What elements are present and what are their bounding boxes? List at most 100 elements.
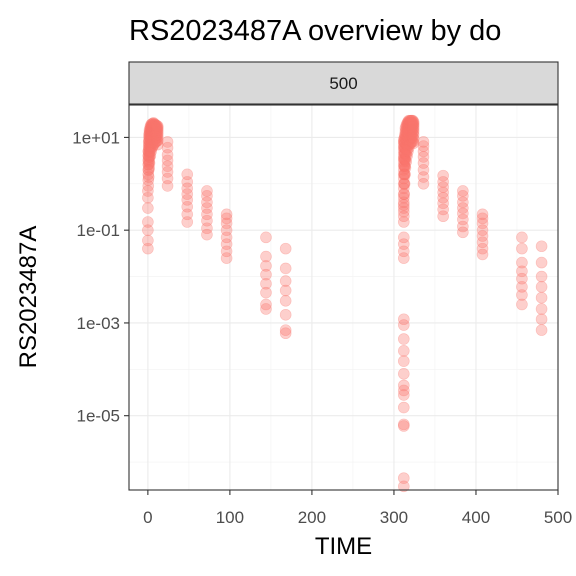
data-point [402, 127, 415, 140]
data-point [516, 272, 528, 285]
data-point [142, 158, 155, 171]
data-point [407, 132, 420, 145]
data-point [143, 124, 156, 136]
data-point [220, 252, 233, 264]
data-point [457, 185, 469, 197]
data-point [146, 127, 158, 140]
data-point [150, 132, 162, 145]
data-point [417, 151, 430, 163]
data-point [201, 214, 213, 227]
y-tick-label: 1e-01 [77, 221, 120, 240]
data-point [146, 124, 159, 137]
x-tick-label: 100 [216, 508, 244, 527]
data-point [149, 120, 162, 133]
data-point [146, 123, 158, 136]
data-point [397, 145, 410, 158]
y-tick-label: 1e-05 [77, 407, 120, 426]
data-point [399, 162, 412, 174]
data-point [398, 160, 411, 172]
data-point [148, 119, 161, 132]
data-point [407, 120, 419, 133]
data-point [407, 131, 419, 144]
data-point [401, 130, 413, 142]
data-point [400, 119, 413, 132]
data-point [143, 157, 156, 169]
data-point [399, 153, 411, 165]
data-point [145, 132, 157, 145]
data-point [407, 136, 419, 148]
data-point [397, 152, 410, 165]
data-point [144, 124, 157, 137]
data-point [417, 171, 430, 183]
data-point [401, 117, 413, 130]
y-tick-label: 1e-03 [77, 314, 120, 333]
data-point [397, 182, 410, 195]
data-point [397, 172, 410, 185]
data-point [142, 164, 155, 176]
data-point [149, 132, 162, 145]
data-point [398, 160, 411, 172]
data-point [397, 199, 410, 211]
data-point [398, 168, 411, 181]
data-point [402, 136, 415, 149]
data-point [149, 124, 162, 137]
data-point [397, 313, 410, 326]
data-point [402, 116, 415, 129]
data-point [146, 119, 159, 131]
data-point [142, 158, 155, 171]
data-point [398, 141, 411, 154]
data-point [151, 122, 164, 134]
data-point [142, 144, 155, 157]
data-point [399, 128, 411, 141]
data-point [399, 168, 411, 181]
data-point [397, 420, 410, 432]
data-point [407, 116, 420, 128]
data-point [397, 379, 410, 392]
data-point [142, 154, 155, 167]
data-point [402, 116, 414, 128]
data-point [149, 122, 162, 135]
data-point [457, 207, 469, 220]
data-point [146, 125, 158, 138]
data-point [406, 124, 418, 136]
data-point [407, 116, 419, 129]
data-point [535, 240, 548, 253]
data-point [142, 150, 155, 162]
data-point [151, 138, 164, 151]
data-point [143, 141, 156, 154]
data-point [402, 141, 415, 154]
data-point [400, 143, 413, 155]
data-point [161, 166, 174, 178]
data-point [404, 121, 417, 134]
data-point [151, 128, 164, 141]
data-point [161, 136, 174, 148]
facet-strip [128, 61, 559, 105]
data-point [181, 182, 194, 195]
data-point [143, 128, 155, 141]
data-point [406, 127, 418, 140]
data-point [279, 242, 292, 255]
data-point [405, 131, 417, 144]
data-point [437, 176, 449, 188]
data-point [161, 141, 174, 154]
data-point [404, 116, 417, 129]
data-point [150, 124, 162, 137]
data-point [149, 136, 162, 148]
data-point [151, 124, 163, 136]
data-point [406, 120, 418, 133]
data-point [147, 128, 160, 141]
data-point [399, 147, 411, 159]
data-point [407, 120, 420, 132]
data-point [401, 122, 413, 135]
data-point [405, 116, 417, 129]
data-point [151, 131, 163, 144]
data-point [201, 222, 213, 235]
data-point [181, 176, 194, 188]
data-point [397, 159, 410, 172]
data-point [400, 126, 413, 138]
data-point [402, 118, 415, 131]
data-point [417, 140, 430, 152]
data-point [151, 134, 164, 147]
data-point [516, 281, 528, 293]
data-point [279, 262, 292, 275]
